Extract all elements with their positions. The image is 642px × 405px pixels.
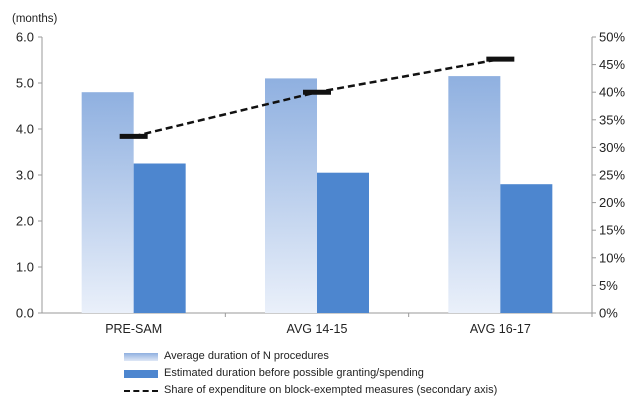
bar-estimated-duration [500, 184, 553, 313]
y2-tick-label: 35% [599, 112, 625, 127]
y2-tick-label: 45% [599, 57, 625, 72]
y2-tick-label: 20% [599, 195, 625, 210]
bar-average-duration [265, 78, 317, 314]
x-category-label: AVG 14-15 [287, 322, 348, 336]
legend-item-estimated-duration: Estimated duration before possible grant… [124, 365, 497, 382]
y-tick-label: 2.0 [16, 214, 34, 229]
bar-average-duration [81, 92, 134, 313]
y2-tick-label: 50% [599, 30, 625, 45]
legend: Average duration of N procedures Estimat… [124, 348, 497, 399]
bar-average-duration [448, 76, 501, 313]
y2-tick-label: 15% [599, 223, 625, 238]
y-tick-label: 0.0 [16, 306, 34, 321]
x-category-label: PRE-SAM [105, 322, 162, 336]
y2-tick-label: 10% [599, 250, 625, 265]
legend-swatch-light-bar [124, 352, 158, 361]
legend-label-avg-duration: Average duration of N procedures [164, 350, 329, 362]
share-line [119, 56, 515, 139]
bar-estimated-duration [317, 172, 369, 313]
x-category-label: AVG 16-17 [470, 322, 531, 336]
y-tick-label: 1.0 [16, 260, 34, 275]
legend-label-estimated-duration: Estimated duration before possible grant… [164, 367, 424, 379]
legend-swatch-dashed-line [124, 389, 158, 392]
y2-tick-label: 40% [599, 85, 625, 100]
y-unit-label: (months) [12, 13, 58, 25]
y2-tick-label: 0% [599, 306, 618, 321]
legend-swatch-dark-bar [124, 369, 158, 378]
legend-label-share: Share of expenditure on block-exempted m… [164, 384, 498, 396]
y-tick-label: 4.0 [16, 122, 34, 137]
y2-tick-label: 5% [599, 278, 618, 293]
y2-tick-label: 30% [599, 140, 625, 155]
legend-item-share: Share of expenditure on block-exempted m… [124, 382, 497, 399]
tick-labels: 0.0 1.0 2.0 3.0 4.0 5.0 6.0 0% 5% 10% 15% 20% 25% 30%… [16, 30, 626, 337]
bar-estimated-duration [133, 163, 186, 313]
y-tick-label: 5.0 [16, 76, 34, 91]
y-tick-label: 3.0 [16, 168, 34, 183]
bars [81, 76, 553, 314]
legend-item-avg-duration: Average duration of N procedures [124, 348, 497, 365]
y-tick-label: 6.0 [16, 30, 34, 45]
y2-tick-label: 25% [599, 168, 625, 183]
